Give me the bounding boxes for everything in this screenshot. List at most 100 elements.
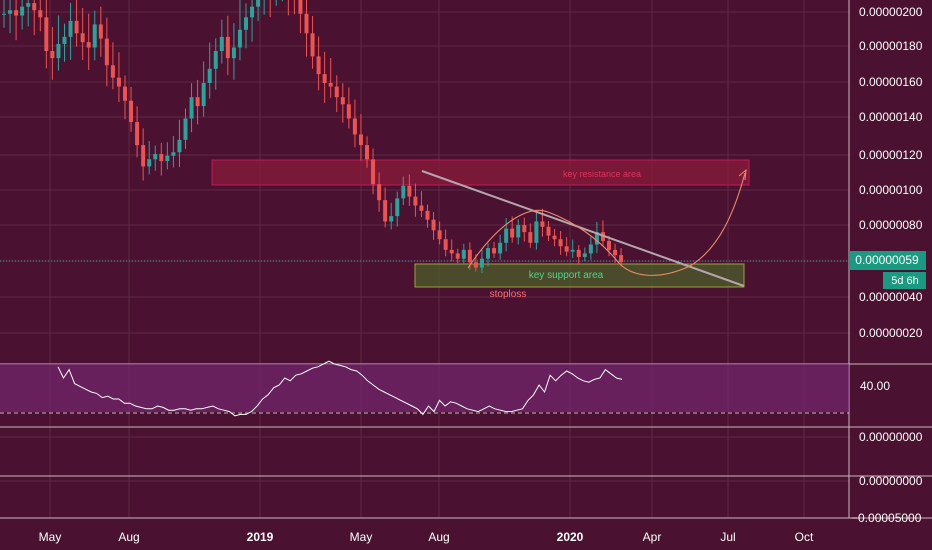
candle-body bbox=[153, 154, 158, 160]
candle-body bbox=[576, 249, 581, 257]
y-tick-label: 0.00000200 bbox=[859, 5, 923, 19]
candle-body bbox=[588, 244, 593, 254]
y-tick-label: 0.00000080 bbox=[859, 218, 923, 232]
candle-body bbox=[92, 24, 97, 48]
candle-body bbox=[165, 155, 170, 162]
candle-body bbox=[50, 51, 55, 59]
drawings[interactable] bbox=[421, 168, 747, 287]
candle-body bbox=[570, 249, 575, 252]
candle-body bbox=[219, 36, 224, 52]
last-price-value: 0.00000059 bbox=[855, 253, 919, 267]
candle-body bbox=[613, 249, 618, 256]
candle-body bbox=[32, 3, 37, 11]
annotation-labels: key resistance area key support area sto… bbox=[490, 169, 641, 300]
candle-body bbox=[104, 38, 109, 66]
candle-body bbox=[534, 221, 539, 243]
candle-body bbox=[504, 228, 509, 243]
price-tag: 0.00000059 5d 6h bbox=[849, 251, 926, 289]
candle-body bbox=[147, 159, 152, 167]
candle-body bbox=[62, 36, 67, 44]
candle-body bbox=[383, 200, 388, 222]
x-tick-label: Oct bbox=[795, 530, 814, 544]
candle-body bbox=[443, 239, 448, 250]
candle-body bbox=[352, 118, 357, 135]
candle-body bbox=[183, 118, 188, 140]
candle-body bbox=[171, 152, 176, 156]
candle-body bbox=[498, 242, 503, 254]
projection-curve bbox=[467, 172, 746, 276]
x-tick-label: Aug bbox=[428, 530, 449, 544]
candle-body bbox=[389, 216, 394, 222]
candle-body bbox=[401, 185, 406, 199]
candle-body bbox=[540, 221, 545, 227]
candle-body bbox=[492, 248, 497, 254]
candle-body bbox=[431, 219, 436, 231]
candle-body bbox=[316, 56, 321, 75]
candle-body bbox=[14, 10, 19, 16]
candle-body bbox=[129, 100, 134, 123]
y-axis: 0.00000200 0.00000180 0.00000160 0.00000140… bbox=[851, 5, 923, 525]
support-label: key support area bbox=[529, 270, 604, 281]
grid bbox=[0, 0, 849, 518]
candle-body bbox=[461, 249, 466, 259]
candle-body bbox=[201, 83, 206, 107]
candle-body bbox=[607, 240, 611, 250]
candle-body bbox=[328, 83, 333, 87]
candle-body bbox=[304, 13, 309, 34]
candle-body bbox=[358, 134, 363, 146]
candle-body bbox=[135, 122, 140, 146]
x-tick-label: May bbox=[350, 530, 373, 544]
x-tick-label: Apr bbox=[643, 530, 662, 544]
candles[interactable] bbox=[2, 0, 624, 274]
candle-body bbox=[407, 185, 412, 197]
candle-body bbox=[116, 77, 121, 87]
lower-y-tick-label: −0.00005000 bbox=[851, 511, 922, 525]
candle-body bbox=[334, 86, 339, 98]
candle-body bbox=[486, 248, 490, 259]
rsi-line bbox=[57, 360, 623, 417]
stoploss-label: stoploss bbox=[490, 289, 527, 300]
x-tick-label: Jul bbox=[720, 530, 735, 544]
candle-body bbox=[419, 205, 424, 211]
candle-body bbox=[455, 253, 460, 259]
x-axis: May Aug 2019 May Aug 2020 Apr Jul Oct bbox=[39, 530, 814, 544]
candle-body bbox=[207, 68, 212, 83]
candle-body bbox=[365, 145, 369, 160]
y-tick-label: 0.00000120 bbox=[859, 148, 923, 162]
candle-body bbox=[449, 249, 454, 254]
candle-body bbox=[298, 0, 303, 14]
candle-body bbox=[2, 13, 6, 15]
y-tick-label: 0.00000040 bbox=[859, 290, 923, 304]
candle-body bbox=[371, 159, 376, 185]
candle-body bbox=[528, 232, 533, 243]
candle-body bbox=[516, 225, 521, 238]
candle-body bbox=[395, 198, 400, 217]
candle-body bbox=[522, 225, 527, 233]
x-tick-label: May bbox=[39, 530, 62, 544]
candle-body bbox=[68, 20, 73, 37]
candle-body bbox=[56, 43, 61, 59]
candle-body bbox=[8, 10, 13, 14]
candle-body bbox=[74, 20, 79, 34]
candle-body bbox=[564, 246, 569, 252]
lower-y-tick-label: 0.00000000 bbox=[859, 474, 923, 488]
last-price-badge bbox=[849, 251, 926, 270]
candle-body bbox=[322, 74, 327, 83]
candle-body bbox=[510, 228, 515, 238]
candle-body bbox=[437, 230, 442, 240]
x-tick-label: Aug bbox=[118, 530, 139, 544]
candle-body bbox=[225, 36, 230, 59]
candle-body bbox=[195, 97, 200, 107]
candle-body bbox=[177, 139, 182, 153]
candle-body bbox=[213, 51, 218, 69]
rsi-band bbox=[0, 364, 849, 412]
candle-body bbox=[546, 226, 551, 236]
candle-body bbox=[110, 65, 115, 78]
projection-arrowhead bbox=[738, 168, 747, 181]
candle-body bbox=[189, 97, 194, 119]
candle-body bbox=[20, 6, 25, 16]
candle-body bbox=[473, 262, 478, 268]
candle-body bbox=[38, 10, 43, 18]
candle-body bbox=[231, 47, 236, 59]
